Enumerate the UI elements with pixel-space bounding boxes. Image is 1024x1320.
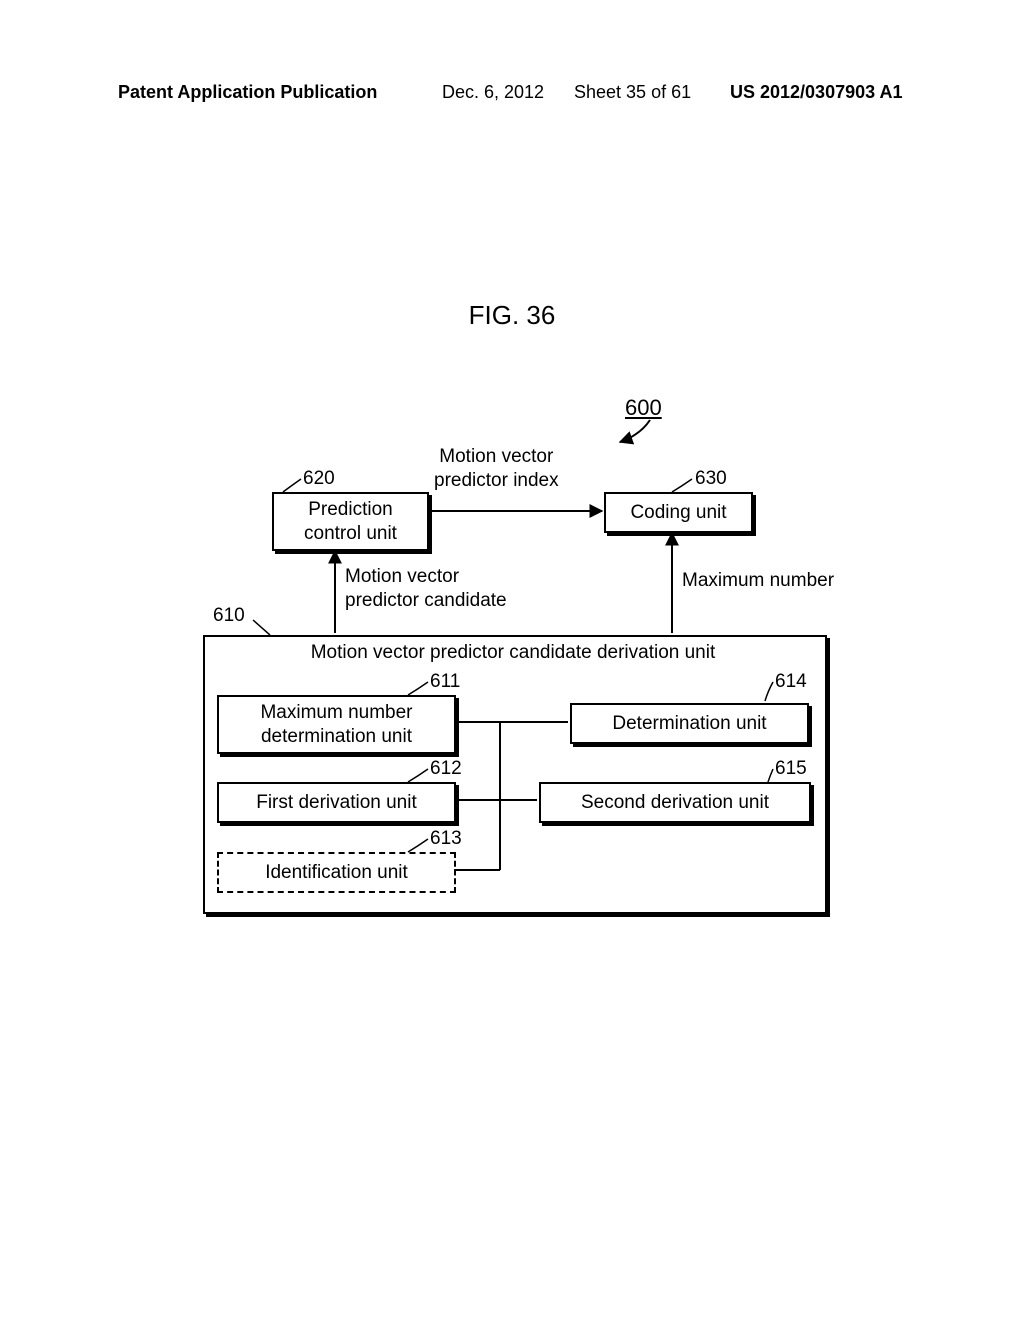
publication-date: Dec. 6, 2012 xyxy=(442,82,544,103)
publication-number: US 2012/0307903 A1 xyxy=(730,82,902,103)
ref-620: 620 xyxy=(303,468,335,490)
ref-600: 600 xyxy=(625,395,662,421)
ref-612: 612 xyxy=(430,758,462,780)
first-derivation-unit-text: First derivation unit xyxy=(256,791,417,815)
ref-614: 614 xyxy=(775,671,807,693)
prediction-control-unit-box: Prediction control unit xyxy=(272,492,429,551)
identification-unit-text: Identification unit xyxy=(265,861,408,885)
max-num-determination-unit-text: Maximum number determination unit xyxy=(260,701,412,749)
ref-613: 613 xyxy=(430,828,462,850)
maximum-number-label: Maximum number xyxy=(682,570,834,592)
ref-615: 615 xyxy=(775,758,807,780)
publication-label: Patent Application Publication xyxy=(118,82,377,103)
coding-unit-box: Coding unit xyxy=(604,492,753,533)
mvp-index-label: Motion vector predictor index xyxy=(434,445,559,493)
second-derivation-unit-box: Second derivation unit xyxy=(539,782,811,823)
ref-610: 610 xyxy=(213,605,245,627)
ref-611: 611 xyxy=(430,671,460,693)
figure-title: FIG. 36 xyxy=(0,300,1024,331)
determination-unit-box: Determination unit xyxy=(570,703,809,744)
sheet-number: Sheet 35 of 61 xyxy=(574,82,691,103)
identification-unit-box: Identification unit xyxy=(217,852,456,893)
max-num-determination-unit-box: Maximum number determination unit xyxy=(217,695,456,754)
first-derivation-unit-box: First derivation unit xyxy=(217,782,456,823)
diagram-area: 600 620 630 Motion vector predictor inde… xyxy=(0,380,1024,980)
prediction-control-unit-text: Prediction control unit xyxy=(304,498,397,546)
coding-unit-text: Coding unit xyxy=(630,501,726,525)
ref-630: 630 xyxy=(695,468,727,490)
derivation-unit-title: Motion vector predictor candidate deriva… xyxy=(213,642,813,664)
second-derivation-unit-text: Second derivation unit xyxy=(581,791,769,815)
mvp-candidate-label: Motion vector predictor candidate xyxy=(345,565,507,613)
determination-unit-text: Determination unit xyxy=(612,712,766,736)
